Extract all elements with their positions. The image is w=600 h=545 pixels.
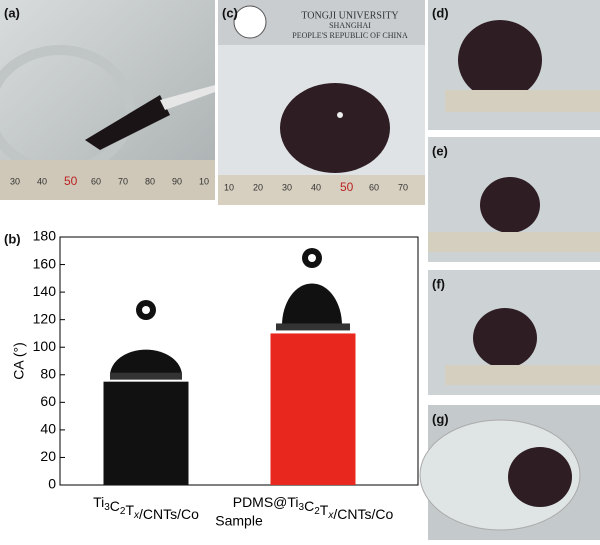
y-tick-label: 40 bbox=[40, 421, 56, 437]
ruler-number: 70 bbox=[398, 182, 408, 192]
substrate bbox=[110, 372, 182, 380]
logo-text: PEOPLE'S REPUBLIC OF CHINA bbox=[292, 31, 408, 40]
photo-g bbox=[419, 405, 600, 540]
y-tick-label: 60 bbox=[40, 393, 56, 409]
y-tick-label: 180 bbox=[33, 228, 57, 244]
label-part: /CNTs/Co bbox=[139, 506, 199, 522]
ruler-number: 80 bbox=[145, 176, 155, 186]
x-tick-label: Ti3C2Tx/CNTs/Co bbox=[93, 494, 199, 522]
y-tick-label: 160 bbox=[33, 255, 57, 271]
y-tick-label: 0 bbox=[48, 476, 56, 492]
x-tick-label: PDMS@Ti3C2Tx/CNTs/Co bbox=[233, 494, 394, 522]
ruler-number: 60 bbox=[369, 182, 379, 192]
ruler-number: 40 bbox=[311, 182, 321, 192]
label-part: PDMS@Ti bbox=[233, 494, 299, 510]
y-tick-label: 120 bbox=[33, 310, 57, 326]
ruler-number: 30 bbox=[282, 182, 292, 192]
substrate bbox=[276, 323, 350, 331]
photo-c bbox=[218, 0, 425, 205]
label-part: C bbox=[304, 498, 314, 514]
label-part: x bbox=[327, 510, 334, 521]
bar bbox=[270, 333, 356, 485]
label-part: /CNTs/Co bbox=[333, 506, 393, 522]
photo-a bbox=[0, 0, 215, 200]
panel-label: (c) bbox=[222, 5, 238, 20]
ruler-number: 40 bbox=[37, 176, 47, 186]
label-part: C bbox=[110, 498, 120, 514]
label-part: x bbox=[133, 510, 140, 521]
logo-text: TONGJI UNIVERSITY bbox=[301, 10, 398, 21]
y-tick-label: 140 bbox=[33, 283, 57, 299]
photo-e bbox=[428, 137, 600, 262]
y-tick-label: 80 bbox=[40, 365, 56, 381]
panel-label: (a) bbox=[4, 5, 20, 20]
y-tick-label: 20 bbox=[40, 448, 56, 464]
ruler-number: 50 bbox=[64, 174, 78, 188]
label-part: T bbox=[320, 502, 329, 518]
bar bbox=[103, 381, 189, 485]
label-part: 3 bbox=[299, 502, 305, 513]
ruler-number: 60 bbox=[91, 176, 101, 186]
panel-label: (g) bbox=[432, 411, 449, 426]
droplet bbox=[282, 283, 342, 326]
label-part: 3 bbox=[104, 502, 110, 513]
y-tick-label: 100 bbox=[33, 338, 57, 354]
ruler-number: 10 bbox=[224, 182, 234, 192]
ruler-number: 70 bbox=[118, 176, 128, 186]
x-axis-label: Sample bbox=[215, 513, 263, 529]
droplet-icons bbox=[136, 248, 322, 320]
ruler-number: 50 bbox=[340, 180, 354, 194]
panel-label: (b) bbox=[4, 231, 21, 246]
photo-d bbox=[428, 0, 600, 130]
panel-label: (d) bbox=[432, 5, 449, 20]
ruler-number: 30 bbox=[10, 176, 20, 186]
label-part: 2 bbox=[314, 506, 320, 517]
ruler-number: 90 bbox=[172, 176, 182, 186]
plot-frame bbox=[59, 236, 419, 486]
logo-text: SHANGHAI bbox=[329, 21, 371, 30]
panel-label: (e) bbox=[432, 143, 448, 158]
label-part: Ti bbox=[93, 494, 104, 510]
ruler-number: 10 bbox=[199, 176, 209, 186]
label-part: 2 bbox=[120, 506, 126, 517]
photo-f bbox=[428, 270, 600, 395]
ruler-number: 20 bbox=[253, 182, 263, 192]
label-part: T bbox=[125, 502, 134, 518]
droplet bbox=[110, 349, 182, 376]
panel-label: (f) bbox=[432, 276, 445, 291]
y-axis-label: CA (°) bbox=[11, 342, 27, 380]
